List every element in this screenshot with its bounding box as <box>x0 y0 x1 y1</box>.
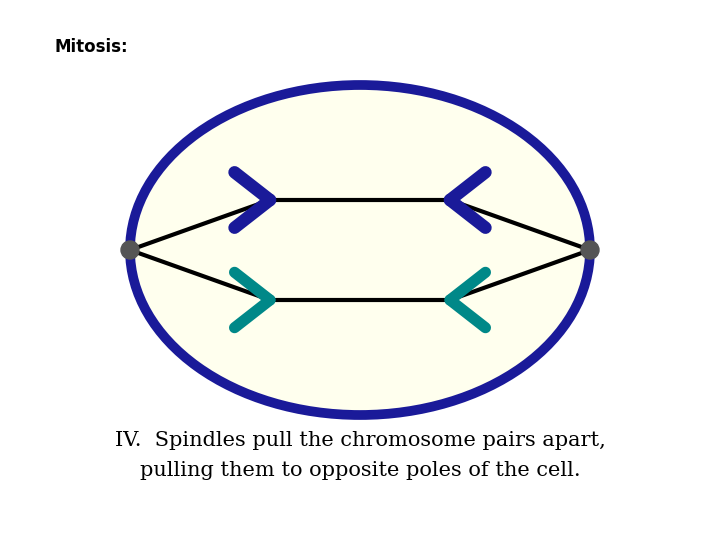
Circle shape <box>581 241 599 259</box>
Ellipse shape <box>130 85 590 415</box>
Circle shape <box>121 241 139 259</box>
Text: IV.  Spindles pull the chromosome pairs apart,: IV. Spindles pull the chromosome pairs a… <box>114 430 606 449</box>
Text: pulling them to opposite poles of the cell.: pulling them to opposite poles of the ce… <box>140 461 580 480</box>
Text: Mitosis:: Mitosis: <box>55 38 129 56</box>
